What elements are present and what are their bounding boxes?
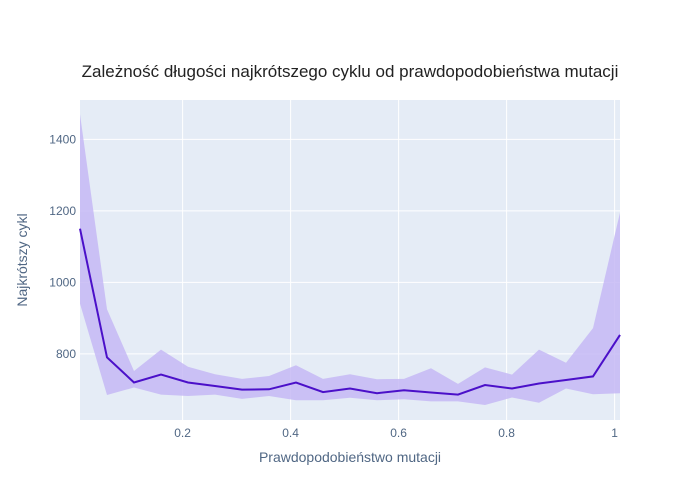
x-tick-label: 0.2 [174, 426, 191, 440]
x-tick-label: 0.4 [282, 426, 299, 440]
y-axis-label: Najkrótszy cykl [14, 213, 30, 306]
x-axis-label: Prawdopodobieństwo mutacji [259, 449, 441, 465]
x-tick-label: 0.8 [498, 426, 515, 440]
y-tick-label: 1000 [49, 275, 76, 289]
chart-title: Zależność długości najkrótszego cyklu od… [82, 62, 619, 81]
mean-line [79, 228, 621, 396]
y-tick-label: 1400 [49, 132, 76, 146]
grid-lines [80, 100, 620, 420]
x-tick-label: 1 [611, 426, 618, 440]
y-axis-ticks: 800 1000 1200 1400 [49, 132, 76, 361]
y-tick-label: 1200 [49, 204, 76, 218]
x-axis-ticks: 0.2 0.4 0.6 0.8 1 [174, 426, 618, 440]
x-tick-label: 0.6 [390, 426, 407, 440]
confidence-band [80, 114, 620, 406]
y-tick-label: 800 [56, 347, 76, 361]
